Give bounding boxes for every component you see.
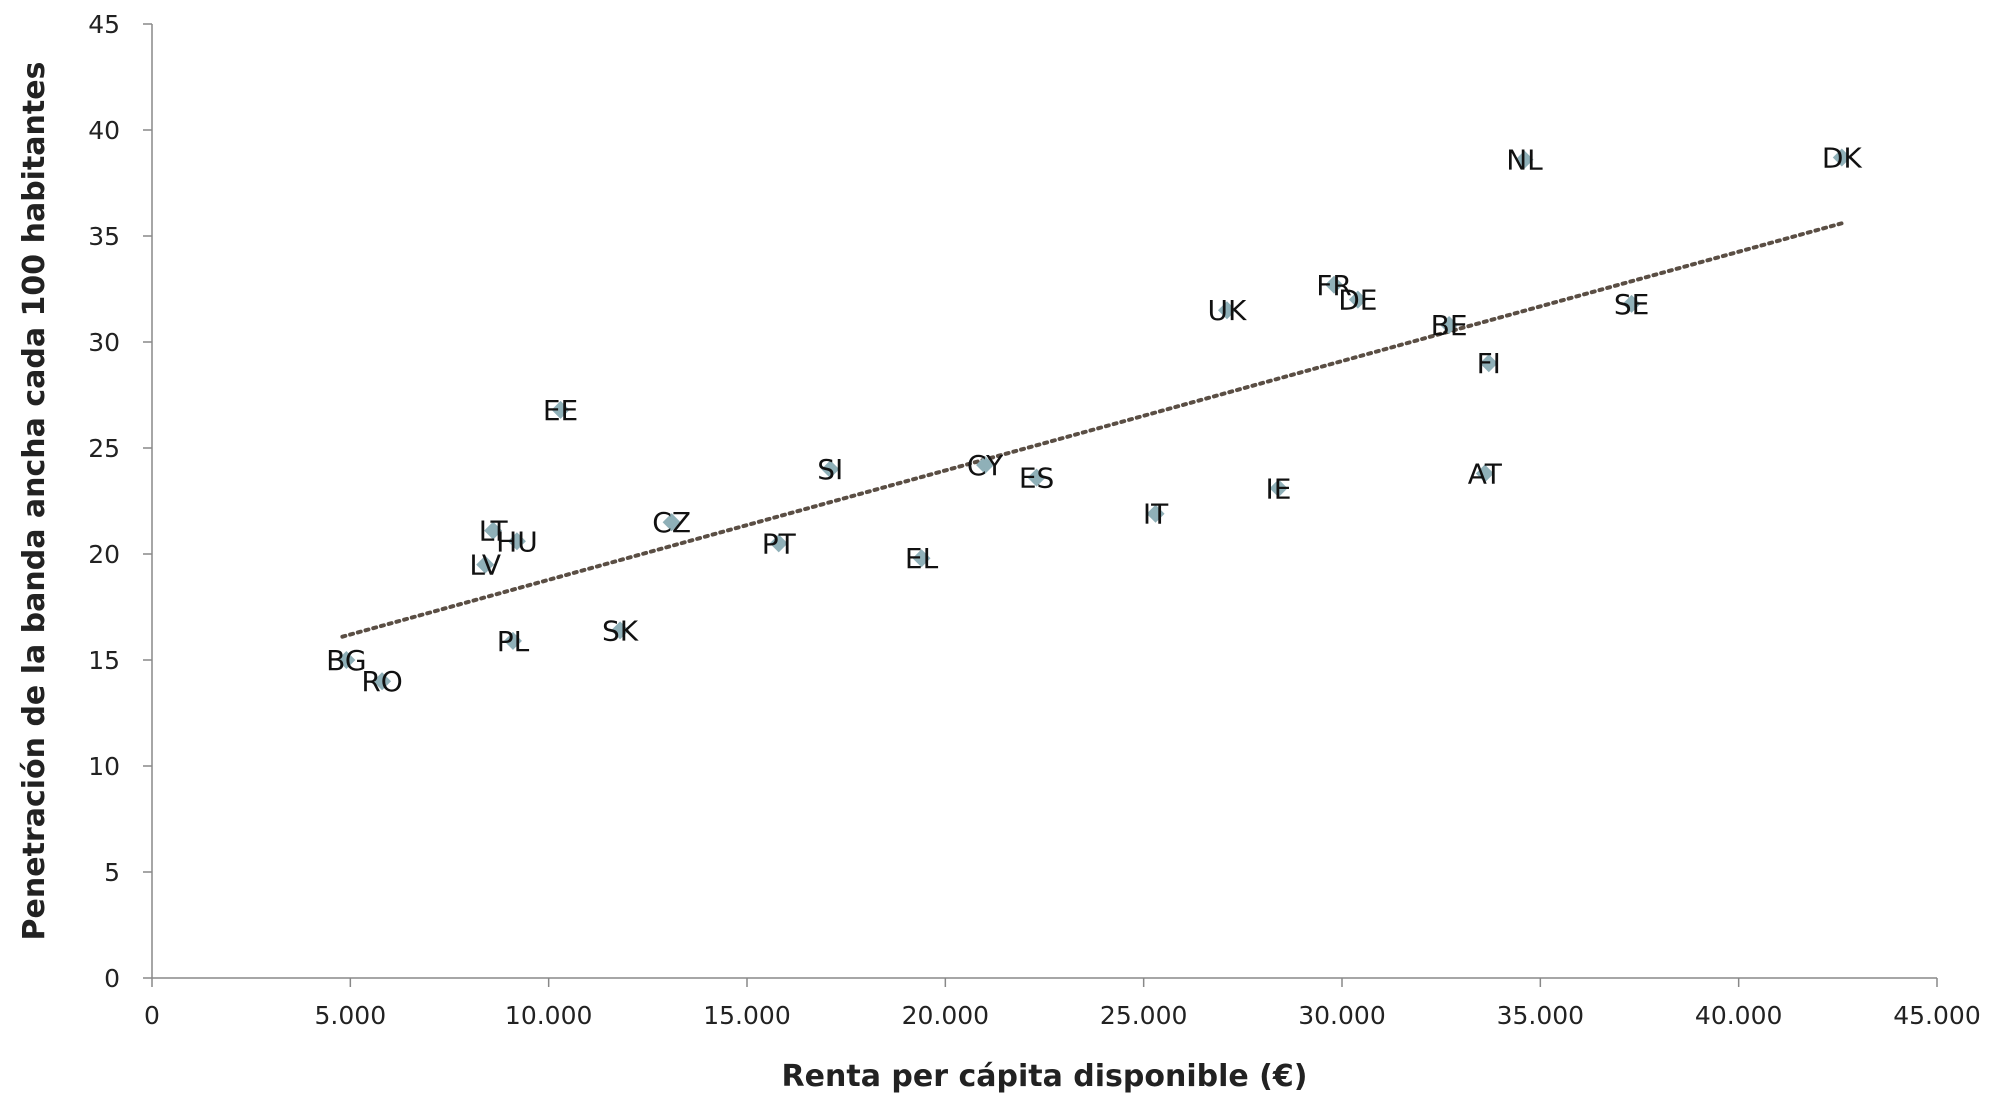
x-tick-label: 40.000 <box>1695 1001 1782 1030</box>
data-point-nl <box>1515 150 1534 169</box>
y-tick-label: 20 <box>88 540 120 569</box>
data-point-pt <box>769 534 788 553</box>
data-point-dk <box>1832 148 1851 167</box>
point-label-cy: CY <box>967 449 1004 482</box>
y-tick-label: 25 <box>88 434 120 463</box>
point-label-se: SE <box>1614 288 1649 321</box>
trendline <box>340 221 1844 639</box>
y-tick-label: 35 <box>88 222 120 251</box>
data-point-uk <box>1217 301 1236 320</box>
x-tick-label: 20.000 <box>902 1001 989 1030</box>
x-tick-label: 5.000 <box>315 1001 387 1030</box>
point-label-ro: RO <box>361 665 403 698</box>
point-label-si: SI <box>817 453 843 486</box>
y-tick-label: 10 <box>88 752 120 781</box>
data-point-ro <box>373 672 392 691</box>
axes: 0 5 10 15 20 25 30 35 40 45 0 5.000 10.000 15.000 20.0… <box>88 10 1981 1030</box>
point-label-dk: DK <box>1822 142 1863 175</box>
point-label-uk: UK <box>1208 294 1247 327</box>
y-axis-title: Penetración de la banda ancha cada 100 h… <box>17 62 52 941</box>
x-axis-title: Renta per cápita disponible (€) <box>782 1059 1308 1094</box>
point-label-fi: FI <box>1477 347 1501 380</box>
data-point-el <box>912 549 931 568</box>
point-label-de: DE <box>1338 284 1377 317</box>
data-point-lt <box>484 521 503 540</box>
data-point-cy <box>976 455 994 474</box>
y-tick-label: 30 <box>88 328 120 357</box>
point-label-lt: LT <box>479 515 509 548</box>
data-point-be <box>1440 316 1459 335</box>
point-label-ee: EE <box>543 394 578 427</box>
y-tick-label: 15 <box>88 646 120 675</box>
y-tick-label: 45 <box>88 10 120 39</box>
point-label-cz: CZ <box>652 506 691 539</box>
data-point-se <box>1622 294 1641 313</box>
point-label-sk: SK <box>602 614 639 647</box>
data-point-fi <box>1479 354 1498 373</box>
point-label-el: EL <box>905 542 939 575</box>
point-label-it: IT <box>1143 498 1169 531</box>
data-point-si <box>821 460 840 479</box>
point-label-fr: FR <box>1316 269 1352 302</box>
x-tick-label: 25.000 <box>1100 1001 1187 1030</box>
data-point-es <box>1027 468 1046 487</box>
point-label-bg: BG <box>326 644 366 677</box>
data-points <box>337 148 1851 691</box>
data-point-at <box>1475 464 1494 483</box>
x-tick-label: 10.000 <box>505 1001 592 1030</box>
y-tick-label: 40 <box>88 116 120 145</box>
trendline-group <box>340 221 1844 639</box>
point-label-es: ES <box>1019 462 1054 495</box>
x-tick-label: 0 <box>144 1001 160 1030</box>
point-label-pt: PT <box>762 527 797 560</box>
y-tick-label: 5 <box>104 858 120 887</box>
data-point-bg <box>337 651 356 669</box>
point-label-pl: PL <box>497 625 530 658</box>
x-tick-label: 30.000 <box>1298 1001 1385 1030</box>
point-label-ie: IE <box>1266 472 1292 505</box>
data-point-it <box>1146 504 1165 523</box>
data-point-hu <box>507 532 526 551</box>
point-label-lv: LV <box>469 549 501 582</box>
point-label-nl: NL <box>1506 144 1543 177</box>
y-tick-label: 0 <box>104 964 120 993</box>
x-tick-label: 45.000 <box>1893 1001 1980 1030</box>
data-point-sk <box>611 621 630 640</box>
data-point-fr <box>1325 275 1344 294</box>
data-point-ee <box>551 400 570 419</box>
data-point-ie <box>1269 479 1288 498</box>
data-point-lv <box>476 555 495 574</box>
data-point-cz <box>662 513 681 532</box>
point-label-hu: HU <box>496 525 538 558</box>
point-label-at: AT <box>1468 457 1503 490</box>
data-point-pl <box>503 631 522 650</box>
x-tick-label: 35.000 <box>1497 1001 1584 1030</box>
x-tick-label: 15.000 <box>703 1001 790 1030</box>
point-label-be: BE <box>1431 309 1468 342</box>
data-point-de <box>1348 290 1367 309</box>
